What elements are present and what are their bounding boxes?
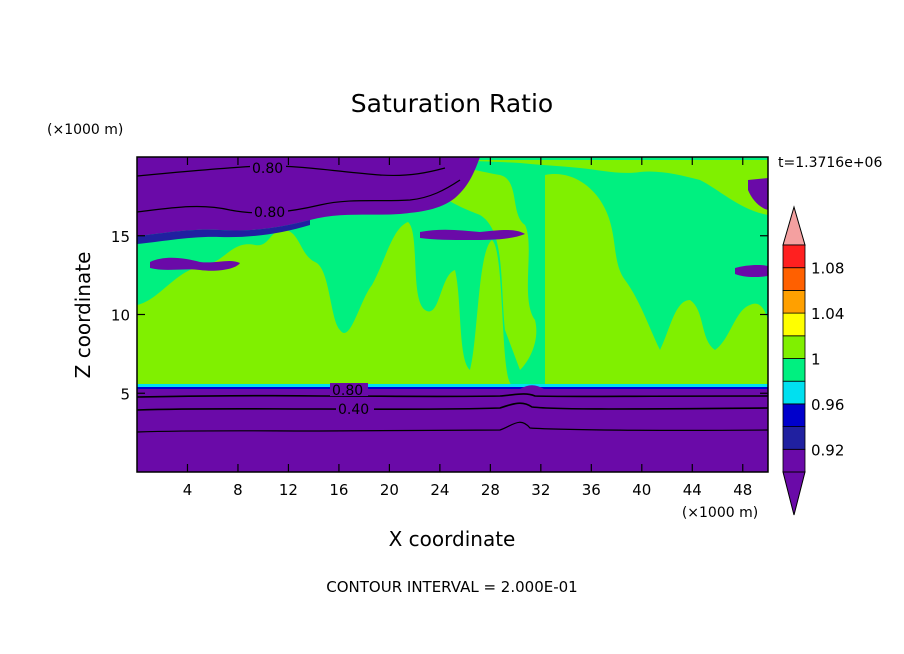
y-tick-label: 10 [111,307,130,325]
contour-label: 0.80 [254,205,285,221]
x-tick-label: 20 [380,481,399,499]
y-axis-label: Z coordinate [71,252,95,379]
contour-label: 0.80 [332,383,363,399]
field-region-dry-patch-right [735,264,768,278]
colorbar-bin [782,244,806,269]
contour-line-upper-2 [137,179,461,214]
x-tick-label: 24 [430,481,449,499]
field-region-dry-patch-left [150,257,240,271]
colorbar-bin [782,403,806,427]
colorbar-bin [782,426,806,450]
field-region-green-mid [420,163,537,370]
y-unit-label: (×1000 m) [47,122,123,138]
field-region-dry-topright [748,178,768,210]
field-band-blue [137,387,768,389]
contour-labels: 0.80 0.80 0.80 0.40 [250,161,374,418]
time-label: t=1.3716e+06 [778,155,882,171]
x-tick-label: 32 [531,481,550,499]
colorbar-bin [782,267,806,291]
colorbar-bin [782,289,806,314]
colorbar-tick-label: 1 [811,351,821,369]
contour-line-lower-1 [137,393,768,398]
contour-label: 0.40 [338,402,369,418]
x-tick-label: 4 [183,481,193,499]
x-tick-label: 8 [233,481,243,499]
contour-interval-footer: CONTOUR INTERVAL = 2.000E-01 [326,578,577,596]
chart-title: Saturation Ratio [351,89,553,118]
colorbar-under-triangle [782,471,806,516]
contour-lines [137,165,768,433]
x-axis-label: X coordinate [389,527,516,551]
y-axis-ticks: 5 10 15 [111,228,768,403]
colorbar-tick-label: 0.92 [811,441,844,459]
colorbar-bin [782,335,806,359]
field-region-green-top [440,160,768,215]
field-region-dry-patch-mid [420,229,525,240]
x-tick-label: 48 [733,481,752,499]
contour-line-lower-2 [137,402,768,411]
colorbar-bin [782,358,806,382]
colorbar-over-triangle [782,205,806,246]
field-band-cyan [137,384,768,387]
field-region-upper-dry-blue [137,220,310,244]
contour-line-lower-3 [137,421,768,433]
colorbar-bin [782,380,806,405]
y-tick-label: 5 [120,385,130,403]
colorbar: 0.92 0.96 1 1.04 1.08 [782,205,844,516]
field-region-lower-dry [137,385,768,472]
colorbar-bin [782,312,806,337]
x-tick-label: 12 [279,481,298,499]
colorbar-tick-label: 0.96 [811,396,844,414]
x-axis-ticks: 4 8 12 16 20 24 28 32 36 40 44 48 [183,157,752,499]
x-tick-label: 16 [329,481,348,499]
y-tick-label: 15 [111,228,130,246]
x-tick-label: 44 [683,481,702,499]
x-unit-label: (×1000 m) [682,505,758,521]
colorbar-bin [782,448,806,473]
x-tick-label: 28 [481,481,500,499]
x-tick-label: 36 [582,481,601,499]
plot-field [137,157,768,472]
x-tick-label: 40 [632,481,651,499]
colorbar-tick-label: 1.08 [811,260,844,278]
field-region-upper-dry [137,157,480,236]
contour-label: 0.80 [252,161,283,177]
colorbar-tick-label: 1.04 [811,305,844,323]
contour-line-upper-1 [137,165,446,177]
field-region-green-right [545,174,768,385]
